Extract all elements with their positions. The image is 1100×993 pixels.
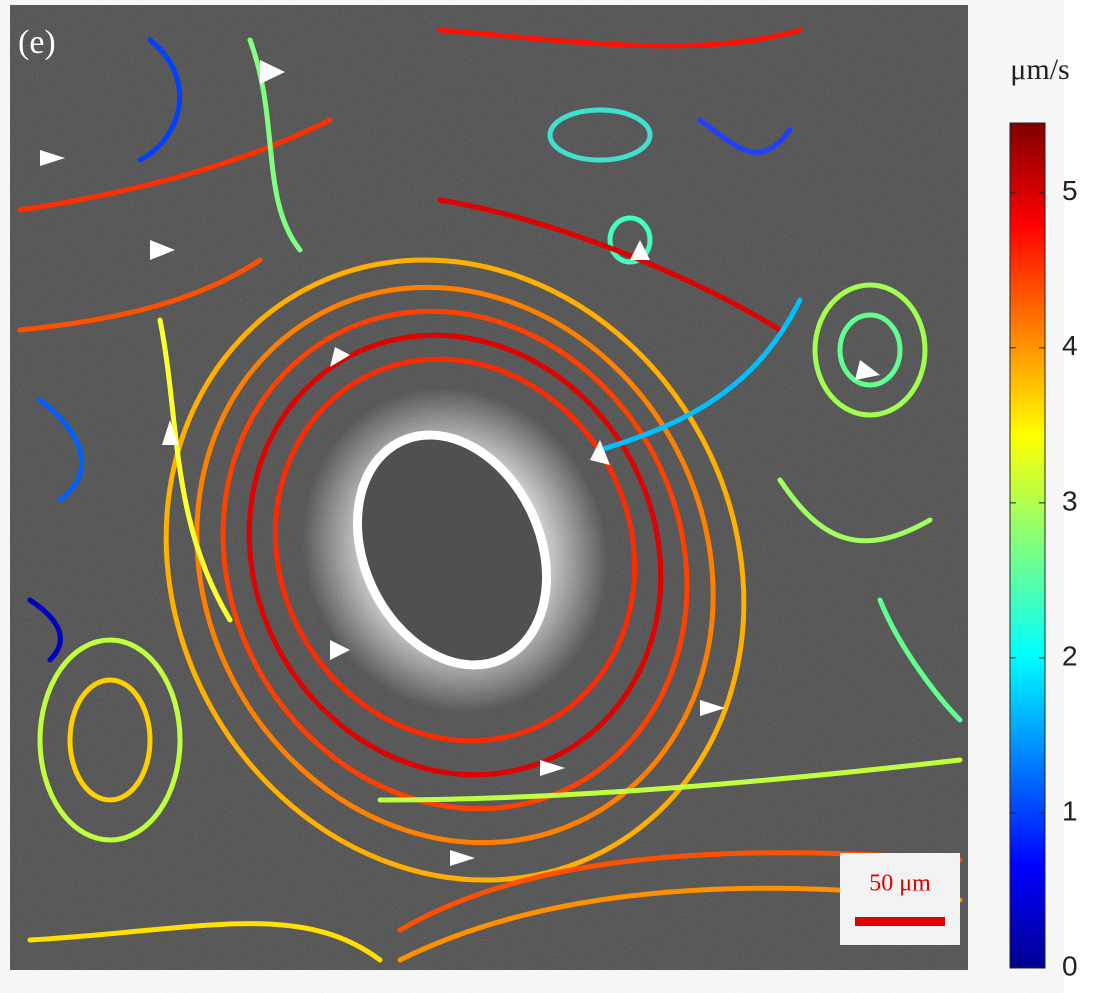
colorbar-label: μm/s (1010, 53, 1069, 86)
scale-bar: 50 μm (840, 853, 960, 945)
panel-label: (e) (18, 24, 56, 61)
tick-label: 2 (1062, 640, 1078, 671)
tick-label: 1 (1062, 795, 1078, 826)
streamlines (17, 27, 963, 963)
colorbar: μm/s 0 1 2 3 4 5 (1009, 53, 1078, 981)
arrows (40, 60, 880, 866)
image: (e) 50 μm (10, 5, 968, 970)
tick-label: 4 (1062, 330, 1078, 361)
tick-label: 3 (1062, 485, 1078, 516)
tick-label: 0 (1062, 950, 1078, 981)
scale-bar-label: 50 μm (869, 871, 931, 897)
tick-label: 5 (1062, 175, 1078, 206)
